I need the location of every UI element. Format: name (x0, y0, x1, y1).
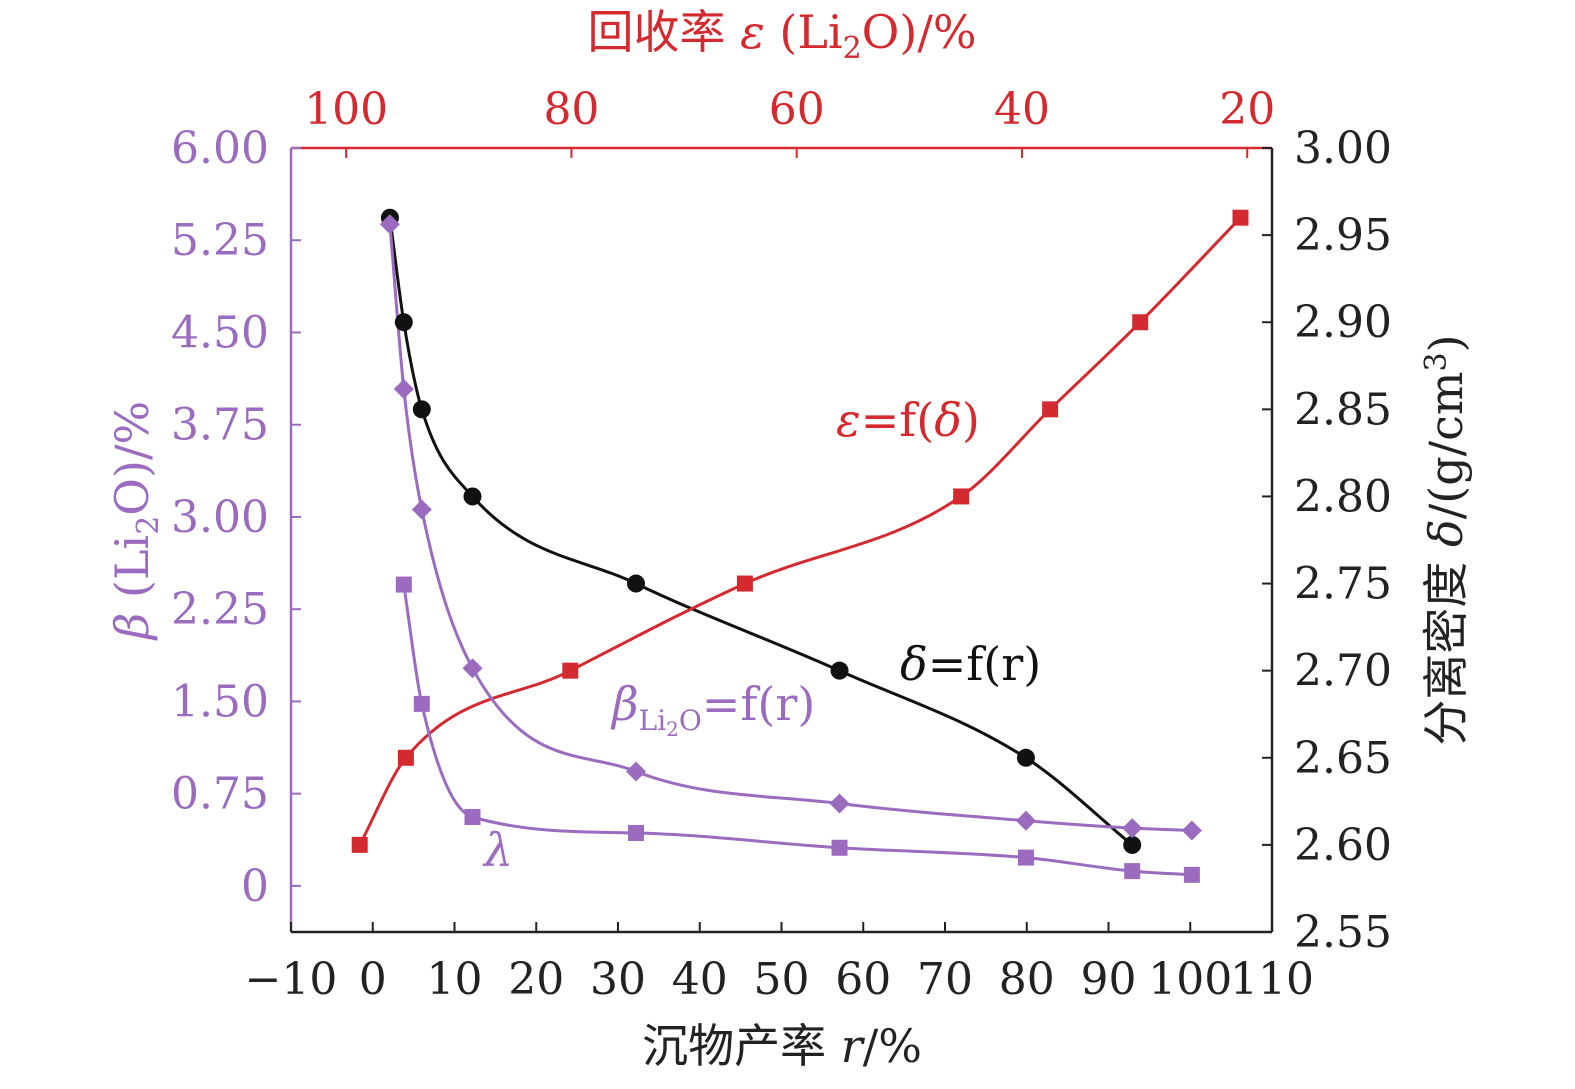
left-tick-label: 1.50 (171, 676, 269, 727)
right-tick-label: 2.60 (1294, 820, 1392, 871)
right-tick-label: 2.65 (1294, 733, 1392, 784)
left-axis-title: β (Li2O)/% (105, 401, 166, 641)
bottom-tick-label: 60 (835, 954, 891, 1005)
top-axis-title: 回收率 ε (Li2O)/% (587, 5, 976, 66)
bottom-tick-label: 70 (917, 954, 973, 1005)
bottom-tick-label: 50 (754, 954, 810, 1005)
beta-curve (388, 224, 1192, 832)
bottom-tick-label: 20 (508, 954, 564, 1005)
epsilon-curve (358, 216, 1242, 846)
lambda-marker (1017, 849, 1034, 866)
top-tick-label: 80 (543, 84, 599, 135)
left-tick-label: 0 (241, 861, 269, 912)
lambda-marker (627, 825, 644, 842)
bottom-axis-title: 沉物产率 r/% (642, 1019, 922, 1073)
lambda-marker (413, 695, 430, 712)
bottom-tick-label: 30 (590, 954, 646, 1005)
right-tick-label: 2.70 (1294, 646, 1392, 697)
delta-marker (394, 313, 413, 332)
right-tick-label: 2.75 (1294, 559, 1392, 610)
epsilon-marker (1042, 401, 1059, 418)
epsilon-marker (736, 575, 753, 592)
right-tick-label: 3.00 (1294, 123, 1392, 174)
lambda-marker (1183, 866, 1200, 883)
bottom-tick-label: 110 (1230, 954, 1314, 1005)
bottom-tick-label: −10 (245, 954, 338, 1005)
lambda-marker (395, 576, 412, 593)
delta-marker (626, 574, 645, 593)
beta-marker (462, 658, 483, 679)
beta-marker (1015, 810, 1036, 831)
left-tick-label: 0.75 (171, 769, 269, 820)
delta-marker (1123, 835, 1142, 854)
plot-frame (289, 146, 1274, 934)
right-axis-title: 分离密度 δ/(g/cm3) (1419, 334, 1473, 745)
beta-marker (1181, 820, 1202, 841)
epsilon-marker (953, 488, 970, 505)
left-axis-ticks: 6.00 5.25 4.50 3.75 3.00 2.25 1.50 0.75 0 (171, 123, 301, 912)
right-tick-label: 2.85 (1294, 384, 1392, 435)
lambda-marker (831, 839, 848, 856)
fitted-curves (358, 216, 1242, 877)
epsilon-marker (1132, 314, 1149, 331)
top-tick-label: 40 (994, 84, 1050, 135)
epsilon-marker (1232, 209, 1249, 226)
bottom-tick-label: 100 (1148, 954, 1232, 1005)
delta-curve (388, 217, 1134, 847)
delta-curve-label: δ=f(r) (900, 637, 1041, 691)
left-tick-label: 3.00 (171, 492, 269, 543)
beta-marker (1122, 818, 1143, 839)
left-tick-label: 2.25 (171, 584, 269, 635)
bottom-tick-label: 90 (1081, 954, 1137, 1005)
right-axis-ticks: 3.00 2.95 2.90 2.85 2.80 2.75 2.70 2.65 2.60 2.55 (1262, 123, 1392, 958)
epsilon-marker (397, 749, 414, 766)
top-tick-label: 60 (769, 84, 825, 135)
lambda-curve (402, 584, 1192, 877)
right-tick-label: 2.95 (1294, 210, 1392, 261)
data-markers (351, 208, 1249, 883)
right-tick-label: 2.80 (1294, 471, 1392, 522)
beta-marker (393, 379, 414, 400)
right-tick-label: 2.55 (1294, 907, 1392, 958)
lambda-marker (1124, 863, 1141, 880)
bottom-tick-label: 40 (672, 954, 728, 1005)
lambda-curve-label: λ (482, 823, 513, 877)
delta-marker (463, 487, 482, 506)
left-tick-label: 3.75 (171, 400, 269, 451)
beta-marker (379, 214, 400, 235)
beta-marker (411, 499, 432, 520)
left-tick-label: 5.25 (171, 215, 269, 266)
delta-marker (830, 661, 849, 680)
top-tick-label: 100 (304, 84, 388, 135)
bottom-tick-label: 10 (427, 954, 483, 1005)
delta-marker (412, 400, 431, 419)
beta-marker (829, 793, 850, 814)
left-tick-label: 6.00 (171, 123, 269, 174)
delta-marker (1016, 748, 1035, 767)
top-tick-label: 20 (1219, 84, 1275, 135)
bottom-tick-label: 0 (359, 954, 387, 1005)
top-axis-ticks: 100 80 60 40 20 (304, 84, 1275, 158)
bottom-tick-label: 80 (999, 954, 1055, 1005)
right-tick-label: 2.90 (1294, 297, 1392, 348)
epsilon-marker (562, 662, 579, 679)
lambda-marker (464, 809, 481, 826)
epsilon-marker (351, 836, 368, 853)
epsilon-curve-label: ε=f(δ) (836, 393, 980, 447)
beta-marker (625, 761, 646, 782)
left-tick-label: 4.50 (171, 307, 269, 358)
beta-curve-label: βLi2O=f(r) (610, 677, 815, 741)
